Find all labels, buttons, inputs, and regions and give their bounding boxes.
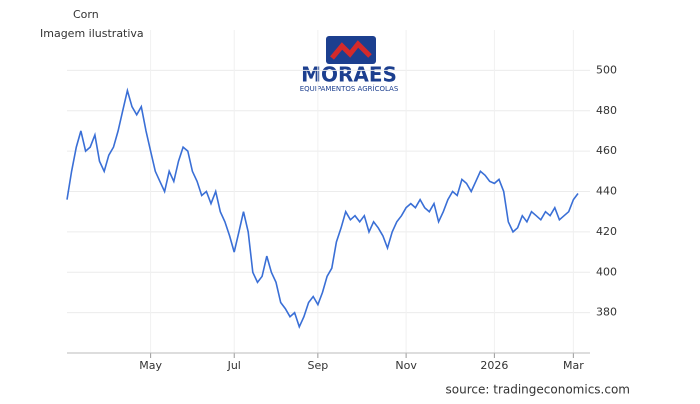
- line-series: [66, 87, 579, 329]
- logo-icon: [330, 40, 372, 60]
- chart-title: Corn: [73, 8, 99, 21]
- x-tick-label: May: [139, 359, 162, 372]
- x-tick-label: Jul: [227, 359, 241, 372]
- y-tick-label: 500: [596, 63, 617, 76]
- logo: MORAES EQUIPAMENTOS AGRÍCOLAS: [300, 36, 399, 93]
- source: source: tradingeconomics.com: [446, 383, 630, 397]
- logo-brand: MORAES: [301, 63, 397, 87]
- y-tick-label: 400: [596, 265, 617, 278]
- logo-tagline: EQUIPAMENTOS AGRÍCOLAS: [300, 84, 399, 93]
- x-tick-label: Sep: [307, 359, 328, 372]
- y-tick-label: 440: [596, 185, 617, 198]
- y-tick-label: 380: [596, 306, 617, 319]
- x-tick-label: Mar: [563, 359, 584, 372]
- y-tick-label: 480: [596, 104, 617, 117]
- y-tick-label: 420: [596, 225, 617, 238]
- x-tick-label: 2026: [480, 359, 508, 372]
- x-tick-label: Nov: [395, 359, 417, 372]
- caption: Imagem ilustrativa: [40, 27, 144, 40]
- y-tick-label: 460: [596, 144, 617, 157]
